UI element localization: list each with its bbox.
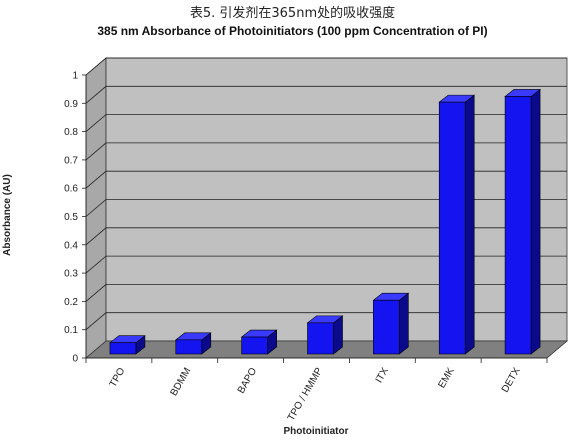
x-axis-title: Photoinitiator (284, 426, 349, 437)
bars (109, 88, 541, 355)
y-tick-label: 0.2 (64, 297, 78, 308)
bar (240, 329, 278, 355)
gridline (85, 142, 567, 161)
gridline (85, 199, 567, 217)
y-tick-label: 0.9 (64, 99, 78, 110)
y-tick-label: 0.6 (64, 184, 78, 195)
bar-front (307, 322, 334, 355)
bar-front (175, 339, 203, 355)
gridlines (85, 57, 567, 331)
bar (504, 88, 541, 355)
gridline (85, 114, 567, 132)
x-tick-label: BAPO (236, 366, 260, 396)
bar (438, 94, 476, 355)
x-tick-label: TPO / HMMP (286, 366, 325, 423)
bar-side (464, 94, 475, 355)
y-tick-label: 0.8 (64, 127, 78, 138)
x-tick-label: EMK (436, 366, 457, 391)
gridline (85, 85, 567, 104)
gridline (85, 312, 567, 331)
gridline (85, 227, 567, 246)
bar (306, 315, 344, 355)
bar (109, 335, 146, 355)
y-tick-label: 1 (72, 71, 78, 82)
y-tick-label: 0.5 (64, 212, 78, 223)
x-tick-label: TPO (108, 366, 128, 389)
gridline (85, 57, 567, 76)
y-tick-label: 0 (72, 354, 78, 365)
y-axis-ticks: 0 0.1 0.2 0.3 0.4 0.5 0.6 0.7 0.8 0.9 1 (64, 71, 87, 365)
bar-front (438, 101, 466, 355)
x-tick-label: BDMM (169, 366, 194, 398)
bar (372, 292, 410, 355)
y-tick-label: 0.4 (64, 240, 78, 251)
bar (174, 332, 212, 355)
y-axis-title: Absorbance (AU) (2, 174, 13, 256)
x-tick-label: ITX (374, 366, 391, 385)
gridline (85, 283, 567, 302)
x-axis-ticks: TPO BDMM BAPO TPO / HMMP ITX EMK DETX (85, 357, 548, 423)
y-tick-label: 0.3 (64, 269, 78, 280)
gridline (85, 255, 567, 274)
y-tick-label: 0.1 (64, 325, 78, 336)
bar-front (504, 96, 532, 355)
bar-front (373, 299, 400, 355)
figure-caption: 表5. 引发剂在365nm处的吸收强度 (189, 6, 396, 21)
y-tick-label: 0.7 (64, 155, 78, 166)
bar-front (241, 336, 268, 355)
bar-side (530, 88, 541, 355)
bar-front (109, 342, 137, 355)
chart-title: 385 nm Absorbance of Photoinitiators (10… (97, 24, 488, 38)
gridline (85, 170, 567, 189)
bar-side (399, 292, 409, 355)
x-tick-label: DETX (500, 366, 523, 395)
